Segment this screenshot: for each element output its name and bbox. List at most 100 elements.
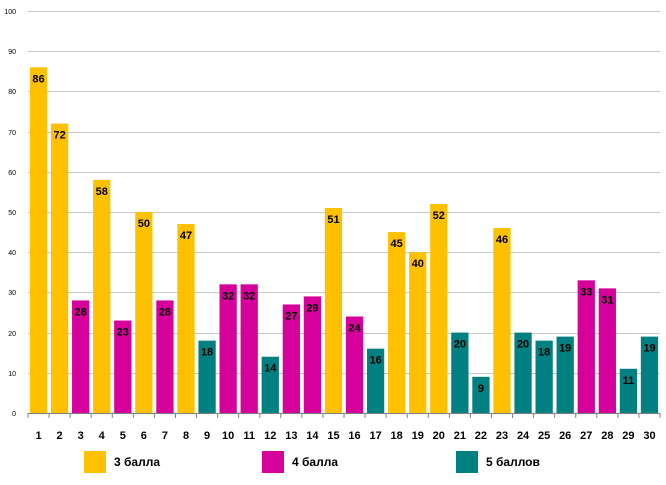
x-tick-label: 13 xyxy=(285,430,297,442)
data-label: 50 xyxy=(138,218,150,230)
legend-item-3: 3 балла xyxy=(84,450,160,474)
x-tick-label: 16 xyxy=(348,430,360,442)
data-label: 19 xyxy=(643,343,655,355)
x-tick-label: 19 xyxy=(412,430,424,442)
data-label: 28 xyxy=(75,306,87,318)
bar xyxy=(430,203,448,413)
bar xyxy=(303,296,322,413)
x-tick-label: 23 xyxy=(496,430,508,442)
x-tick-label: 7 xyxy=(162,430,168,442)
bar xyxy=(282,304,300,413)
x-tick-label: 8 xyxy=(183,430,189,442)
x-tick-label: 21 xyxy=(454,430,466,442)
y-tick-label: 70 xyxy=(8,130,16,137)
bars: 86 72 28 58 23 50 28 47 18 32 32 14 27 29 51 24 16 45 40 52… xyxy=(29,67,659,413)
x-tick-label: 10 xyxy=(222,430,234,442)
data-label: 23 xyxy=(117,327,129,339)
data-label: 18 xyxy=(201,347,213,359)
data-label: 20 xyxy=(517,339,529,351)
x-tick-label: 15 xyxy=(327,430,339,442)
data-label: 18 xyxy=(538,347,550,359)
data-label: 72 xyxy=(53,130,65,142)
bar xyxy=(261,356,279,413)
bar xyxy=(619,368,638,413)
bar xyxy=(598,288,616,413)
y-tick-label: 50 xyxy=(8,210,16,217)
bar xyxy=(219,284,237,413)
x-tick-label: 3 xyxy=(78,430,84,442)
data-label: 19 xyxy=(559,343,571,355)
x-axis-ticks: 1 2 3 4 5 6 7 8 9 10 11 12 13 14 15 16 17 18 19 20 21 22 23 24 2… xyxy=(27,413,661,442)
bar xyxy=(29,67,48,413)
y-tick-label: 80 xyxy=(8,89,16,96)
y-tick-label: 100 xyxy=(4,9,16,16)
legend-label-5: 5 баллов xyxy=(486,455,540,469)
x-tick-label: 4 xyxy=(99,430,106,442)
data-label: 24 xyxy=(348,323,361,335)
y-axis-ticks: 0 10 20 30 40 50 60 70 80 90 100 xyxy=(4,9,16,418)
x-tick-label: 26 xyxy=(559,430,571,442)
x-tick-label: 20 xyxy=(433,430,445,442)
x-tick-label: 14 xyxy=(306,430,319,442)
data-label: 28 xyxy=(159,306,171,318)
bar xyxy=(324,207,343,413)
data-label: 20 xyxy=(454,339,466,351)
data-label: 27 xyxy=(285,310,297,322)
data-label: 32 xyxy=(243,290,255,302)
x-tick-label: 12 xyxy=(264,430,276,442)
data-label: 46 xyxy=(496,234,508,246)
data-label: 14 xyxy=(264,363,277,375)
x-tick-label: 18 xyxy=(391,430,403,442)
bar xyxy=(240,284,258,413)
data-label: 9 xyxy=(478,383,484,395)
data-label: 52 xyxy=(433,210,445,222)
data-label: 40 xyxy=(412,258,424,270)
bar xyxy=(451,332,469,413)
y-tick-label: 40 xyxy=(8,250,16,257)
bar xyxy=(556,336,574,413)
bar xyxy=(50,123,69,413)
data-label: 86 xyxy=(32,73,44,85)
bar xyxy=(135,212,153,413)
bar xyxy=(535,340,553,413)
bar xyxy=(640,336,659,413)
data-label: 32 xyxy=(222,290,234,302)
bar xyxy=(345,316,364,413)
bar xyxy=(514,332,532,413)
legend-swatch-4 xyxy=(262,451,284,473)
gridlines xyxy=(28,11,660,374)
bar xyxy=(472,376,490,413)
x-tick-label: 9 xyxy=(204,430,210,442)
x-tick-label: 28 xyxy=(601,430,613,442)
legend-swatch-5 xyxy=(456,451,478,473)
x-tick-label: 6 xyxy=(141,430,147,442)
y-tick-label: 10 xyxy=(8,371,16,378)
data-label: 51 xyxy=(327,214,339,226)
legend-label-3: 3 балла xyxy=(114,455,161,469)
bar xyxy=(198,340,216,413)
legend-label-4: 4 балла xyxy=(292,455,339,469)
x-tick-label: 22 xyxy=(475,430,487,442)
x-tick-label: 1 xyxy=(35,430,41,442)
x-tick-label: 25 xyxy=(538,430,550,442)
bar xyxy=(72,300,90,413)
y-tick-label: 0 xyxy=(12,411,16,418)
bar xyxy=(366,348,385,413)
bar xyxy=(114,320,132,413)
bar xyxy=(409,252,427,413)
data-label: 58 xyxy=(96,186,108,198)
y-tick-label: 60 xyxy=(8,170,16,177)
data-label: 31 xyxy=(601,294,613,306)
x-tick-label: 29 xyxy=(622,430,634,442)
y-tick-label: 30 xyxy=(8,290,16,297)
bar xyxy=(156,300,174,413)
data-label: 29 xyxy=(306,302,318,314)
bar xyxy=(93,179,111,413)
x-tick-label: 27 xyxy=(580,430,592,442)
data-label: 11 xyxy=(623,375,635,387)
x-tick-label: 24 xyxy=(517,430,530,442)
bar xyxy=(577,280,595,413)
bar xyxy=(493,228,511,413)
x-tick-label: 2 xyxy=(57,430,63,442)
